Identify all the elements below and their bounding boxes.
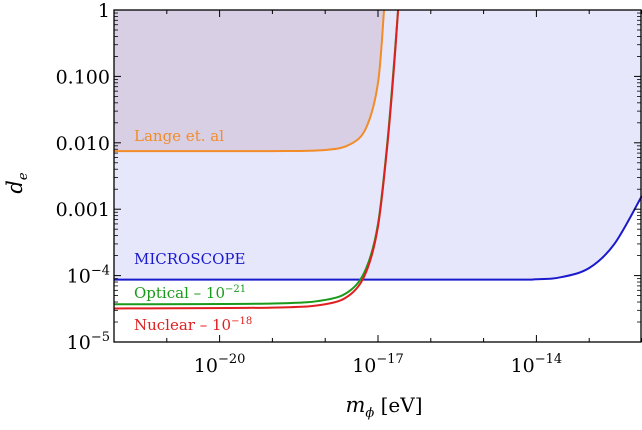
series-line-nuclear	[114, 10, 400, 310]
y-tick-label: 0.100	[56, 66, 110, 88]
series-label-optical: Optical – 10−21	[134, 284, 246, 302]
x-tick-label: 10−20	[194, 352, 246, 377]
y-tick-label: 0.010	[56, 133, 110, 155]
x-tick-label: 10−17	[352, 352, 404, 377]
excluded-region-microscope	[114, 10, 642, 280]
y-tick-label: 1	[98, 0, 110, 22]
y-tick-label: 0.001	[56, 199, 110, 221]
x-tick-label: 10−14	[511, 352, 563, 377]
y-tick-label: 10−5	[67, 330, 110, 354]
series-line-microscope	[114, 195, 642, 281]
series-label-microscope: MICROSCOPE	[134, 250, 245, 268]
series-label-nuclear: Nuclear – 10−18	[134, 316, 252, 334]
excluded-region-lange	[114, 10, 385, 152]
series-label-lange: Lange et. al	[134, 127, 224, 145]
series-line-lange	[114, 10, 386, 153]
x-axis-title: mϕ [eV]	[345, 393, 422, 421]
y-tick-label: 10−4	[67, 264, 110, 288]
y-axis-title: de	[3, 172, 31, 193]
